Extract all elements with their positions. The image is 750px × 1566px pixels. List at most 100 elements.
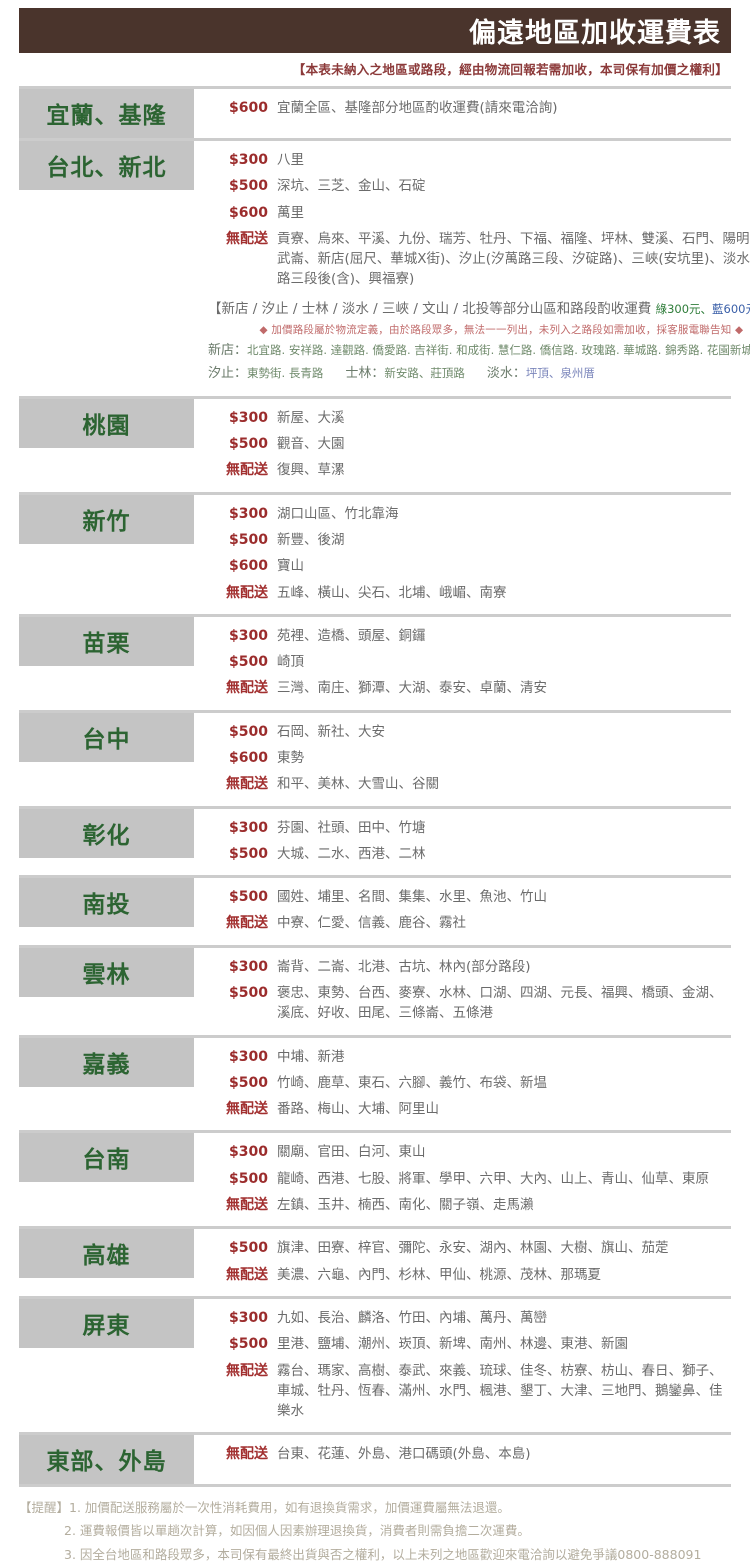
fee-line: $300 關廟、官田、白河、東山 — [206, 1139, 731, 1165]
page-subtitle: 【本表未納入之地區或路段，經由物流回報若需加收，本司保有加價之權利】 — [292, 62, 728, 77]
fee-areas: 中寮、仁愛、信義、鹿谷、霧社 — [277, 915, 466, 932]
region-label: 嘉義 — [19, 1037, 194, 1087]
fee-areas: 國姓、埔里、名間、集集、水里、魚池、竹山 — [277, 889, 547, 906]
fee-price: $300 — [229, 627, 268, 644]
fee-price: $500 — [229, 723, 268, 740]
fee-price: $300 — [229, 409, 268, 426]
fee-price: $500 — [229, 436, 268, 453]
region-row: 台北、新北 $300 八里 $500 深坑、三芝、金山、石碇 $600 萬里 無配送 貢寮、烏來… — [19, 138, 750, 396]
footer-note-2: 2. 運費報價皆以單趟次計算，如因個人因素辦理退換貨，消費者則需負擔二次運費。 — [64, 1523, 530, 1539]
fee-price: 無配送 — [226, 584, 268, 601]
region-label: 南投 — [19, 878, 194, 928]
fee-line: $600 寶山 — [206, 553, 731, 579]
region-label: 高雄 — [19, 1229, 194, 1279]
fee-price: $500 — [229, 1074, 268, 1091]
fee-line: $500 龍崎、西港、七股、將軍、學甲、六甲、大內、山上、青山、仙草、東原 — [206, 1166, 731, 1192]
fee-price: $600 — [229, 558, 268, 575]
region-row: 屏東 $300 九如、長治、麟洛、竹田、內埔、萬丹、萬巒 $500 里港、鹽埔、潮州、崁… — [19, 1295, 731, 1433]
fee-areas: 美濃、六龜、內門、杉林、甲仙、桃源、茂林、那瑪夏 — [277, 1266, 601, 1283]
fee-line: $300 新屋、大溪 — [206, 405, 731, 431]
fee-line: $600 萬里 — [206, 200, 750, 226]
fee-price: $300 — [229, 152, 268, 168]
footer-note-row: 2. 運費報價皆以單趟次計算，如因個人因素辦理退換貨，消費者則需負擔二次運費。 — [19, 1519, 731, 1542]
fee-line: $300 芬園、社頭、田中、竹塘 — [206, 815, 731, 841]
region-fee-list: $300 新屋、大溪 $500 觀音、大園 無配送 復興、草漯 — [194, 398, 731, 492]
page-title: 偏遠地區加收運費表 — [469, 18, 721, 49]
fee-areas: 復興、草漯 — [277, 462, 345, 479]
fee-line: $600 宜蘭全區、基隆部分地區酌收運費(請來電洽詢) — [206, 95, 731, 121]
region-row: 雲林 $300 崙背、二崙、北港、古坑、林內(部分路段) $500 褒忠、東勢、台西、麥… — [19, 944, 731, 1035]
fee-price: 無配送 — [226, 1197, 268, 1214]
fee-price: $300 — [229, 1144, 268, 1161]
fee-line: 無配送 三灣、南庄、獅潭、大湖、泰安、卓蘭、清安 — [206, 675, 731, 701]
fee-line: 無配送 中寮、仁愛、信義、鹿谷、霧社 — [206, 910, 731, 936]
note-green-price: 綠300元、 — [655, 301, 713, 316]
fee-line: $300 崙背、二崙、北港、古坑、林內(部分路段) — [206, 954, 731, 980]
fee-line: 無配送 貢寮、烏來、平溪、九份、瑞芳、牡丹、下福、福隆、坪林、雙溪、石門、陽明山、… — [206, 226, 750, 293]
fee-price: 無配送 — [226, 680, 268, 697]
fee-line: 無配送 霧台、瑪家、高樹、泰武、來義、琉球、佳冬、枋寮、枋山、春日、獅子、車城、牡… — [206, 1358, 731, 1425]
note-headline: 【新店 / 汐止 / 士林 / 淡水 / 三峽 / 文山 / 北投等部分山區和路… — [208, 299, 750, 321]
region-fee-list: 無配送 台東、花蓮、外島、港口碼頭(外島、本島) — [194, 1435, 731, 1476]
fee-price: $500 — [229, 1240, 268, 1257]
footer-notes: 【提醒】 1. 加價配送服務屬於一次性消耗費用，如有退換貨需求，加價運費屬無法退… — [19, 1484, 731, 1565]
note-street-label: 汐止： — [208, 365, 248, 381]
fee-price: $300 — [229, 958, 268, 975]
note-head-text: 【新店 / 汐止 / 士林 / 淡水 / 三峽 / 文山 / 北投等部分山區和路… — [208, 300, 656, 317]
fee-line: 無配送 台東、花蓮、外島、港口碼頭(外島、本島) — [206, 1441, 731, 1467]
fee-areas: 台東、花蓮、外島、港口碼頭(外島、本島) — [277, 1446, 531, 1463]
fee-areas: 旗津、田寮、梓官、彌陀、永安、湖內、林園、大樹、旗山、茄萣 — [277, 1240, 669, 1257]
fee-areas: 龍崎、西港、七股、將軍、學甲、六甲、大內、山上、青山、仙草、東原 — [277, 1170, 709, 1187]
fee-areas: 宜蘭全區、基隆部分地區酌收運費(請來電洽詢) — [277, 100, 558, 116]
fee-areas: 崎頂 — [277, 654, 304, 671]
region-label: 雲林 — [19, 947, 194, 997]
region-label: 苗栗 — [19, 616, 194, 666]
fee-price: $300 — [229, 1048, 268, 1065]
region-fee-list: $500 石岡、新社、大安 $600 東勢 無配送 和平、美林、大雪山、谷關 — [194, 712, 731, 806]
fee-line: $500 深坑、三芝、金山、石碇 — [206, 173, 750, 199]
fee-line: 無配送 左鎮、玉井、楠西、南化、關子嶺、走馬瀨 — [206, 1192, 731, 1218]
region-row: 台南 $300 關廟、官田、白河、東山 $500 龍崎、西港、七股、將軍、學甲、六甲、大… — [19, 1130, 731, 1227]
fee-line: $300 苑裡、造橋、頭屋、銅鑼 — [206, 623, 731, 649]
fee-areas: 九如、長治、麟洛、竹田、內埔、萬丹、萬巒 — [277, 1309, 547, 1326]
fee-areas: 五峰、橫山、尖石、北埔、峨嵋、南寮 — [277, 584, 507, 601]
fee-line: $600 東勢 — [206, 745, 731, 771]
fee-areas: 寶山 — [277, 558, 304, 575]
fee-line: $300 九如、長治、麟洛、竹田、內埔、萬丹、萬巒 — [206, 1305, 731, 1331]
fee-price: $300 — [229, 1309, 268, 1326]
fee-price: $300 — [229, 819, 268, 836]
note-street-value: 新安路、莊頂路 — [384, 365, 465, 380]
fee-line: $500 褒忠、東勢、台西、麥寮、水林、口湖、四湖、元長、福興、橋頭、金湖、溪底、… — [206, 980, 731, 1027]
region-label: 台北、新北 — [19, 141, 194, 190]
fee-price: $600 — [229, 100, 268, 116]
region-fee-list: $300 苑裡、造橋、頭屋、銅鑼 $500 崎頂 無配送 三灣、南庄、獅潭、大湖、泰安、卓… — [194, 616, 731, 710]
fee-line: 無配送 五峰、橫山、尖石、北埔、峨嵋、南寮 — [206, 580, 731, 606]
regions-container: 宜蘭、基隆 $600 宜蘭全區、基隆部分地區酌收運費(請來電洽詢) 台北、新北 $300… — [19, 86, 750, 1485]
region-row: 新竹 $300 湖口山區、竹北靠海 $500 新豐、後湖 $600 寶山 無配送 五峰、橫山、尖… — [19, 491, 731, 614]
region-fee-list: $300 九如、長治、麟洛、竹田、內埔、萬丹、萬巒 $500 里港、鹽埔、潮州、崁頂、… — [194, 1298, 731, 1433]
fee-line: 無配送 美濃、六龜、內門、杉林、甲仙、桃源、茂林、那瑪夏 — [206, 1262, 731, 1288]
fee-areas: 八里 — [277, 152, 304, 168]
footer-note-row: 3. 因全台地區和路段眾多，本司保有最終出貨與否之權利，以上未列之地區歡迎來電洽… — [19, 1543, 731, 1566]
region-row: 高雄 $500 旗津、田寮、梓官、彌陀、永安、湖內、林園、大樹、旗山、茄萣無配送 美濃… — [19, 1226, 731, 1296]
fee-line: $500 里港、鹽埔、潮州、崁頂、新埤、南州、林邊、東港、新園 — [206, 1331, 731, 1357]
fee-areas: 三灣、南庄、獅潭、大湖、泰安、卓蘭、清安 — [277, 680, 547, 697]
fee-price: $500 — [229, 1336, 268, 1353]
region-label: 台南 — [19, 1133, 194, 1183]
region-label: 宜蘭、基隆 — [19, 89, 194, 138]
region-row: 南投 $500 國姓、埔里、名間、集集、水里、魚池、竹山 無配送 中寮、仁愛、信義、鹿谷… — [19, 875, 731, 945]
fee-line: 無配送 復興、草漯 — [206, 457, 731, 483]
note-street-label: 淡水： — [486, 365, 526, 381]
fee-areas: 新豐、後湖 — [277, 531, 345, 548]
note-street-line: 汐止：東勢街. 長青路 士林：新安路、莊頂路 淡水：坪頂、泉州厝 — [208, 363, 750, 386]
region-row: 宜蘭、基隆 $600 宜蘭全區、基隆部分地區酌收運費(請來電洽詢) — [19, 86, 731, 138]
region-label: 台中 — [19, 712, 194, 762]
fee-areas: 崙背、二崙、北港、古坑、林內(部分路段) — [277, 958, 531, 975]
fee-line: $500 崎頂 — [206, 649, 731, 675]
fee-areas: 竹崎、鹿草、東石、六腳、義竹、布袋、新塭 — [277, 1074, 547, 1091]
fee-price: 無配送 — [226, 462, 268, 479]
region-row: 嘉義 $300 中埔、新港 $500 竹崎、鹿草、東石、六腳、義竹、布袋、新塭 無配送 番路… — [19, 1034, 731, 1131]
fee-price: $600 — [229, 750, 268, 766]
fee-price: 無配送 — [226, 776, 268, 793]
fee-price: $500 — [229, 845, 268, 862]
